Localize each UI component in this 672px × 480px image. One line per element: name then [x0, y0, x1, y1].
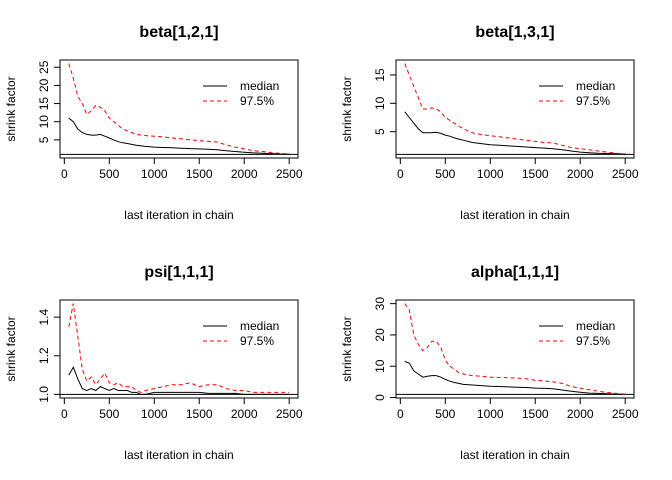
- y-axis: 5 10 15 20 25: [37, 60, 61, 143]
- x-tick-label: 0: [397, 167, 404, 181]
- x-axis-label: last iteration in chain: [124, 208, 233, 222]
- legend-label: median: [576, 319, 615, 333]
- x-axis-label: last iteration in chain: [460, 208, 569, 222]
- y-tick-label: 0: [373, 394, 387, 401]
- y-tick-label: 20: [373, 328, 387, 342]
- series-line-upper-97-5: [404, 63, 626, 155]
- x-tick-label: 2000: [567, 167, 594, 181]
- plot-frame: [395, 59, 635, 159]
- y-tick-label: 1.2: [37, 347, 51, 364]
- y-tick-label: 5: [373, 128, 387, 135]
- series-line-upper-97-5: [404, 303, 626, 395]
- y-tick-label: 1.4: [37, 308, 51, 325]
- x-axis-label: last iteration in chain: [460, 448, 569, 462]
- legend-label: median: [240, 79, 279, 93]
- x-tick-label: 500: [99, 167, 119, 181]
- panel-alpha-1-1-1: alpha[1,1,1] 0 500 1000 1500 2000 2500 last ite…: [340, 264, 639, 462]
- x-tick-label: 2000: [231, 407, 258, 421]
- series-line-median: [68, 366, 290, 395]
- x-axis: 0 500 1000 1500 2000 2500: [397, 157, 639, 181]
- x-tick-label: 500: [435, 167, 455, 181]
- x-tick-label: 2500: [612, 167, 639, 181]
- legend-label: 97.5%: [240, 334, 274, 348]
- chart-title: alpha[1,1,1]: [471, 264, 559, 281]
- x-tick-label: 1500: [186, 167, 213, 181]
- legend-label: 97.5%: [576, 334, 610, 348]
- x-tick-label: 1500: [522, 407, 549, 421]
- x-axis: 0 500 1000 1500 2000 2500: [397, 397, 639, 421]
- x-tick-label: 0: [61, 167, 68, 181]
- chart-title: psi[1,1,1]: [144, 264, 213, 281]
- y-tick-label: 15: [373, 68, 387, 82]
- series-line-median: [68, 117, 290, 155]
- x-tick-label: 1000: [477, 167, 504, 181]
- y-tick-label: 25: [37, 60, 51, 74]
- y-tick-label: 1.0: [37, 386, 51, 403]
- panel-beta-1-2-1: beta[1,2,1] 0 500 1000 1500 2000 2500 last iter…: [4, 24, 303, 222]
- x-tick-label: 1000: [141, 167, 168, 181]
- y-axis: 5 10 15: [373, 68, 397, 135]
- x-tick-label: 2000: [567, 407, 594, 421]
- x-tick-label: 2500: [612, 407, 639, 421]
- chart-title: beta[1,3,1]: [475, 24, 554, 41]
- x-tick-label: 1500: [186, 407, 213, 421]
- y-tick-label: 10: [37, 115, 51, 129]
- series-line-upper-97-5: [68, 63, 290, 155]
- x-tick-label: 1000: [477, 407, 504, 421]
- x-tick-label: 500: [99, 407, 119, 421]
- y-tick-label: 5: [37, 136, 51, 143]
- x-tick-label: 0: [61, 407, 68, 421]
- plot-frame: [395, 299, 635, 399]
- x-tick-label: 1000: [141, 407, 168, 421]
- y-tick-label: 15: [37, 97, 51, 111]
- y-axis-label: shrink factor: [4, 76, 18, 141]
- x-axis: 0 500 1000 1500 2000 2500: [61, 397, 303, 421]
- x-axis: 0 500 1000 1500 2000 2500: [61, 157, 303, 181]
- legend-label: 97.5%: [240, 94, 274, 108]
- chart-title: beta[1,2,1]: [139, 24, 218, 41]
- y-tick-label: 20: [37, 78, 51, 92]
- plot-frame: [59, 59, 299, 159]
- x-tick-label: 500: [435, 407, 455, 421]
- y-axis: 1.0 1.2 1.4: [37, 308, 61, 403]
- series-line-upper-97-5: [68, 303, 290, 393]
- y-tick-label: 30: [373, 297, 387, 311]
- series-line-median: [404, 111, 626, 155]
- legend-label: 97.5%: [576, 94, 610, 108]
- x-tick-label: 1500: [522, 167, 549, 181]
- y-tick-label: 10: [373, 96, 387, 110]
- y-axis-label: shrink factor: [4, 316, 18, 381]
- panel-psi-1-1-1: psi[1,1,1] 0 500 1000 1500 2000 2500 last itera…: [4, 264, 303, 462]
- series-line-median: [404, 361, 626, 395]
- x-tick-label: 2500: [276, 167, 303, 181]
- x-axis-label: last iteration in chain: [124, 448, 233, 462]
- legend-label: median: [240, 319, 279, 333]
- y-axis-label: shrink factor: [340, 76, 354, 141]
- y-tick-label: 10: [373, 359, 387, 373]
- plot-frame: [59, 299, 299, 399]
- y-axis: 0 10 20 30: [373, 297, 397, 401]
- x-tick-label: 0: [397, 407, 404, 421]
- x-tick-label: 2500: [276, 407, 303, 421]
- legend-label: median: [576, 79, 615, 93]
- x-tick-label: 2000: [231, 167, 258, 181]
- y-axis-label: shrink factor: [340, 316, 354, 381]
- panel-beta-1-3-1: beta[1,3,1] 0 500 1000 1500 2000 2500 last iter…: [340, 24, 639, 222]
